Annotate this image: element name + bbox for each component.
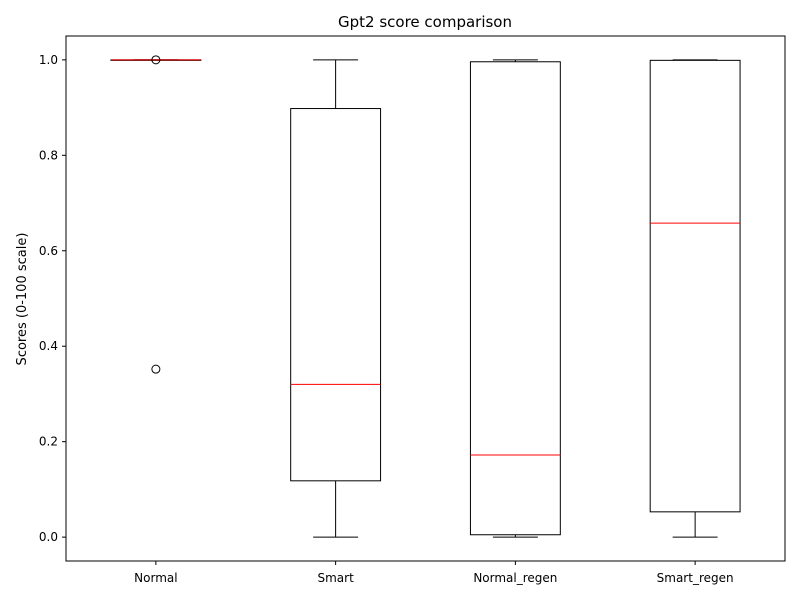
y-tick-label: 0.6 [39,244,58,258]
y-tick-label: 0.4 [39,339,58,353]
outlier-point [151,364,161,374]
box-smart [290,59,382,538]
x-tick-label: Smart [317,571,354,585]
x-tick-label: Smart_regen [657,571,734,585]
chart-title: Gpt2 score comparison [338,13,512,31]
box-normal [110,55,202,374]
y-tick-label: 1.0 [39,53,58,67]
y-tick-label: 0.0 [39,530,58,544]
boxes-group [110,55,741,538]
iqr-box [469,61,561,536]
y-axis: 0.0 0.2 0.4 0.6 0.8 1.0 [39,53,66,544]
outlier-point [151,55,161,65]
box-smart-regen [649,59,741,538]
y-axis-label: Scores (0-100 scale) [15,233,30,366]
iqr-box [649,59,741,513]
iqr-box [290,108,382,482]
box-normal-regen [469,59,561,538]
x-tick-label: Normal [134,571,177,585]
y-tick-label: 0.2 [39,435,58,449]
x-axis: Normal Smart Normal_regen Smart_regen [134,561,734,585]
plot-frame [65,35,786,562]
x-tick-label: Normal_regen [473,571,557,585]
y-tick-label: 0.8 [39,148,58,162]
